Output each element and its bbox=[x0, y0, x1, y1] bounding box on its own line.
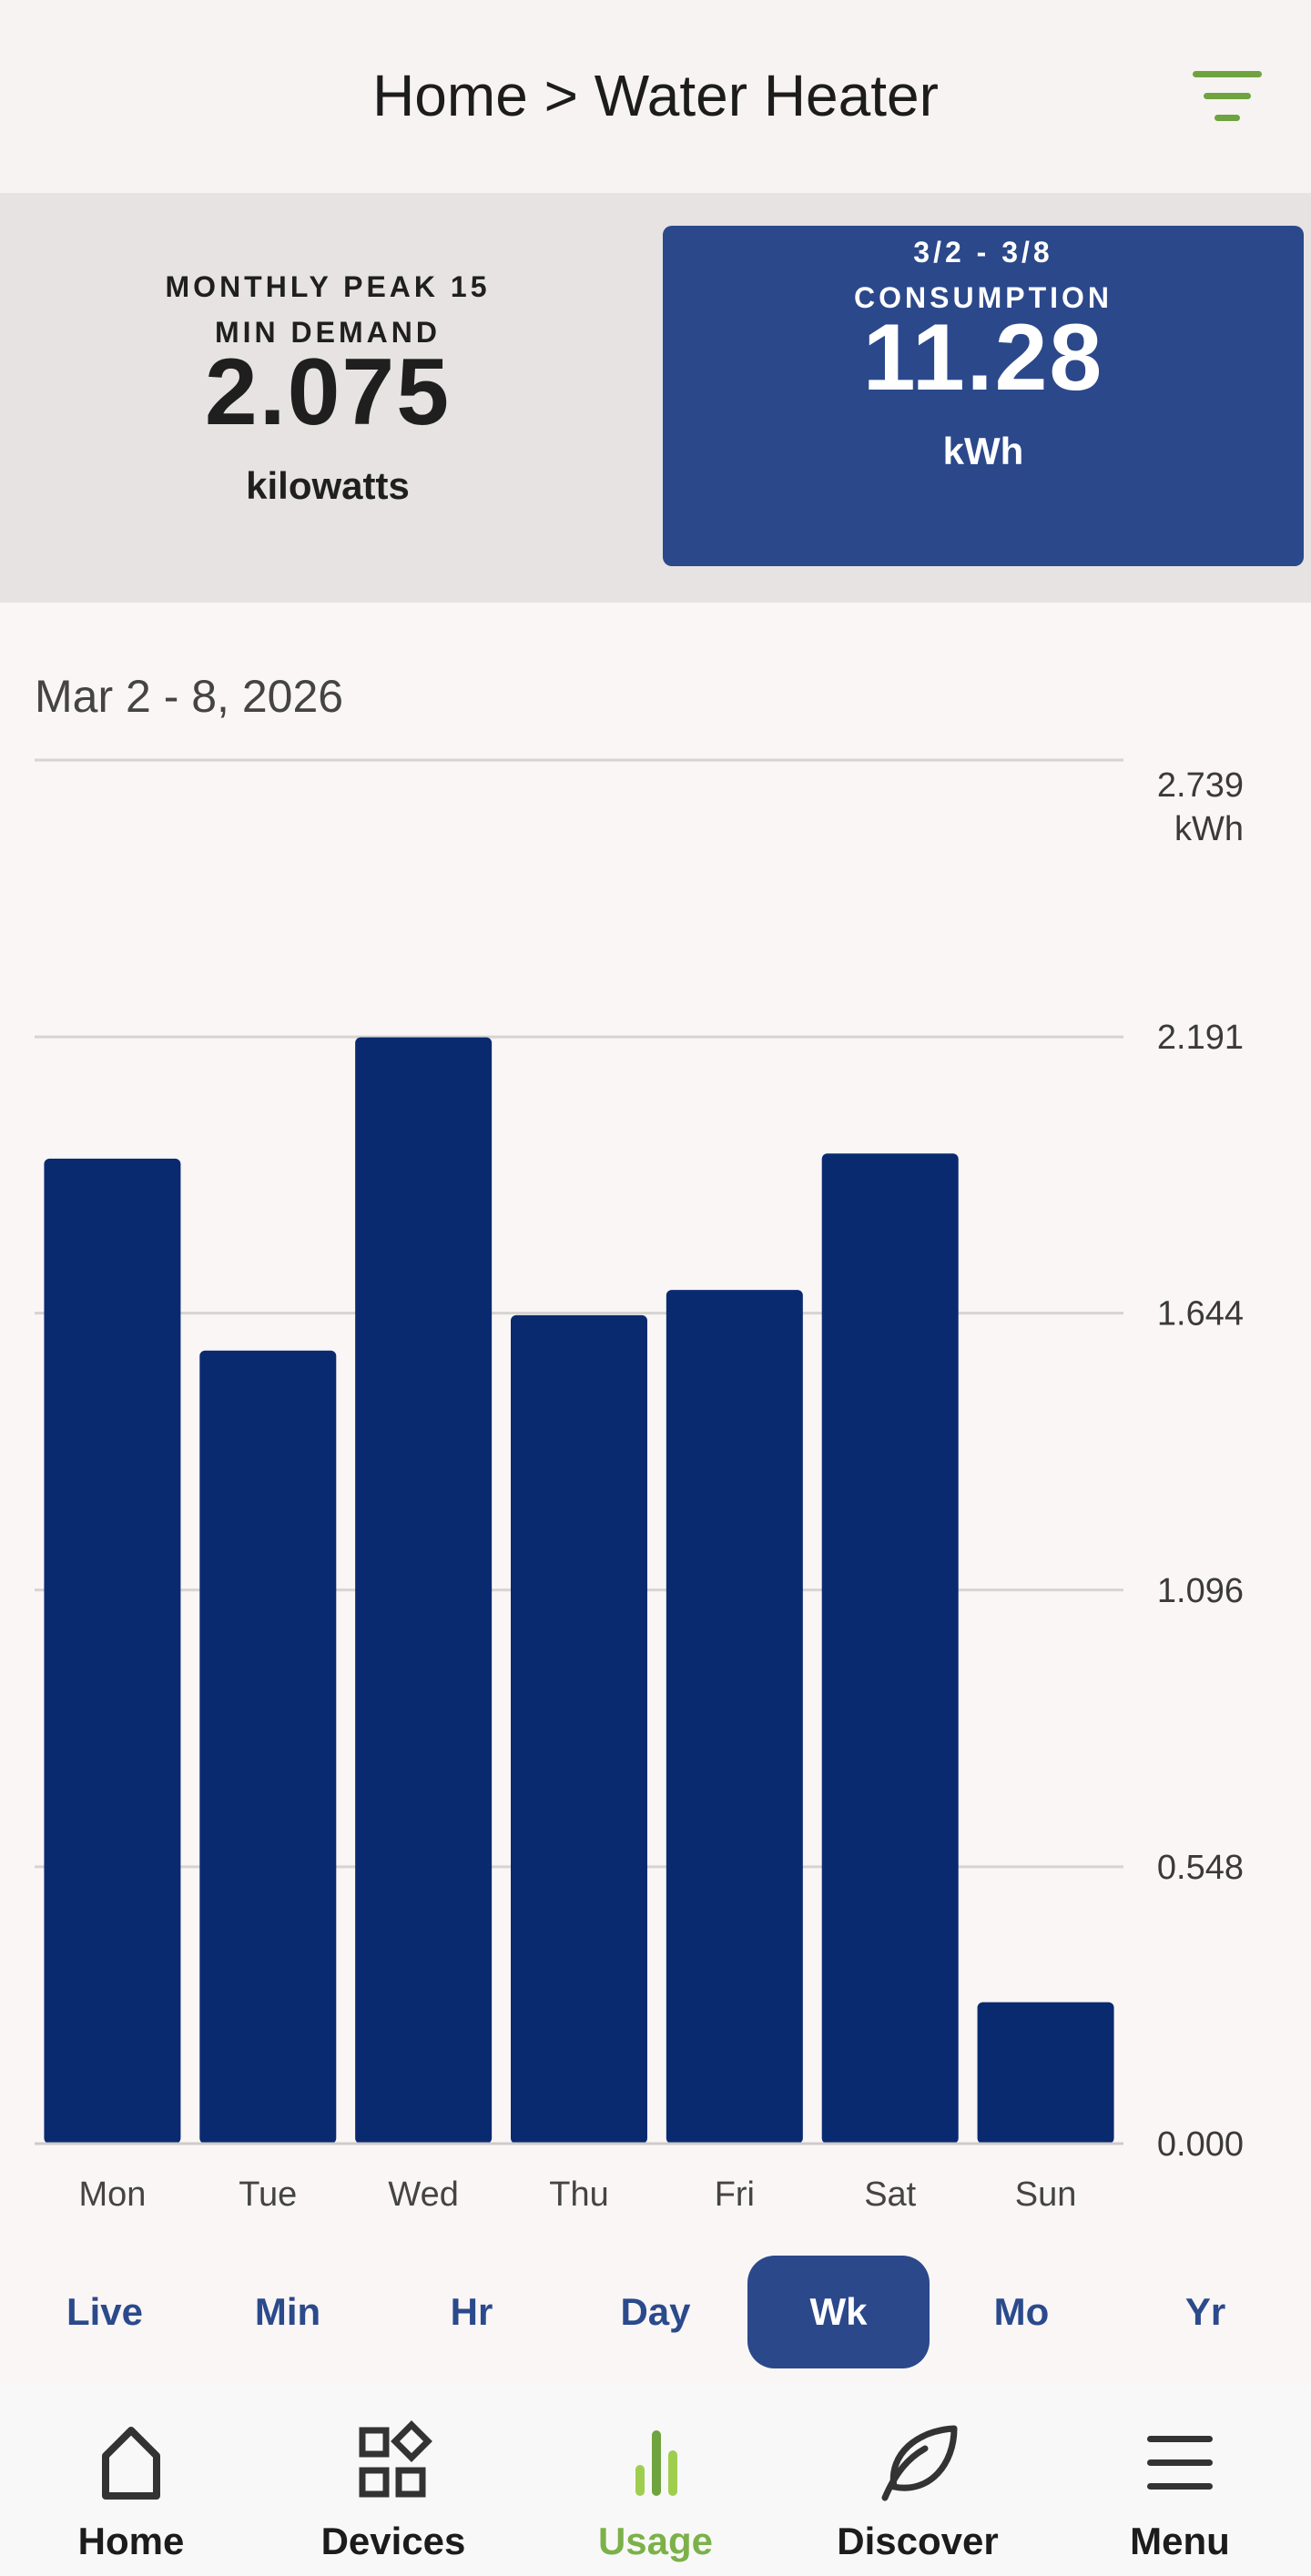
nav-label: Usage bbox=[597, 2520, 714, 2562]
app-header: Home > Water Heater bbox=[0, 0, 1311, 193]
home-icon bbox=[102, 2427, 160, 2500]
range-tab-min[interactable]: Min bbox=[254, 2290, 321, 2333]
consumption-value: 11.28 bbox=[862, 305, 1104, 411]
nav-label: Menu bbox=[1130, 2520, 1230, 2562]
x-category-label: Thu bbox=[549, 2175, 608, 2214]
range-tab-wk[interactable]: Wk bbox=[747, 2256, 930, 2368]
bar-wed[interactable] bbox=[355, 1037, 493, 2144]
x-category-label: Tue bbox=[239, 2175, 297, 2214]
bar-tue[interactable] bbox=[199, 1350, 337, 2144]
x-category-label: Sun bbox=[1015, 2175, 1077, 2214]
usage-bar-chart: 0.000 0.548 1.096 1.644 2.191 2.739 kWh Mon Tue W… bbox=[35, 758, 1244, 2214]
nav-item-menu[interactable]: Menu bbox=[1049, 2385, 1311, 2576]
range-tab-day[interactable]: Day bbox=[620, 2290, 691, 2333]
bar-fri[interactable] bbox=[666, 1290, 803, 2144]
range-tab-hr[interactable]: Hr bbox=[450, 2290, 493, 2333]
range-tab-mo[interactable]: Mo bbox=[993, 2290, 1050, 2333]
date-range-label: Mar 2 - 8, 2026 bbox=[35, 671, 344, 722]
devices-icon bbox=[359, 2420, 432, 2498]
bar-sat[interactable] bbox=[821, 1153, 959, 2144]
x-category-label: Fri bbox=[715, 2175, 755, 2214]
x-category-label: Mon bbox=[78, 2175, 146, 2214]
nav-label: Home bbox=[77, 2520, 185, 2562]
range-tab-live[interactable]: Live bbox=[66, 2290, 144, 2333]
demand-card[interactable]: MONTHLY PEAK 15 MIN DEMAND 2.075 kilowat… bbox=[0, 226, 656, 566]
time-range-tabs: Live Min Hr Day Wk Mo Yr bbox=[0, 2256, 1311, 2368]
consumption-unit: kWh bbox=[942, 430, 1024, 472]
y-unit-label: kWh bbox=[1174, 810, 1244, 848]
nav-item-discover[interactable]: Discover bbox=[787, 2385, 1049, 2576]
stats-panel: MONTHLY PEAK 15 MIN DEMAND 2.075 kilowat… bbox=[0, 193, 1311, 603]
demand-unit: kilowatts bbox=[246, 464, 410, 507]
x-category-label: Wed bbox=[388, 2175, 458, 2214]
usage-icon bbox=[635, 2430, 677, 2496]
page-title: Home > Water Heater bbox=[372, 63, 939, 128]
y-tick-label: 0.000 bbox=[1157, 2125, 1244, 2164]
x-category-label: Sat bbox=[864, 2175, 916, 2214]
consumption-label: 3/2 - 3/8 CONSUMPTION bbox=[854, 236, 1113, 314]
bottom-navigation: Home Devices Usage Discover Menu bbox=[0, 2385, 1311, 2576]
y-tick-label: 0.548 bbox=[1157, 1849, 1244, 1887]
y-tick-label: 1.644 bbox=[1157, 1295, 1244, 1334]
range-tab-yr[interactable]: Yr bbox=[1184, 2290, 1226, 2333]
hamburger-icon bbox=[1147, 2436, 1213, 2490]
nav-label: Discover bbox=[837, 2520, 999, 2562]
bar-mon[interactable] bbox=[44, 1158, 181, 2144]
consumption-card[interactable]: 3/2 - 3/8 CONSUMPTION 11.28 kWh bbox=[663, 226, 1304, 566]
filter-icon[interactable] bbox=[1191, 67, 1264, 126]
nav-label: Devices bbox=[320, 2520, 466, 2562]
nav-item-usage[interactable]: Usage bbox=[524, 2385, 787, 2576]
nav-item-home[interactable]: Home bbox=[0, 2385, 262, 2576]
y-tick-label: 2.739 bbox=[1157, 766, 1244, 805]
y-tick-label: 2.191 bbox=[1157, 1019, 1244, 1057]
demand-value: 2.075 bbox=[204, 340, 452, 445]
leaf-icon bbox=[881, 2425, 958, 2501]
demand-label: MONTHLY PEAK 15 MIN DEMAND bbox=[165, 270, 491, 349]
nav-item-devices[interactable]: Devices bbox=[262, 2385, 524, 2576]
y-tick-label: 1.096 bbox=[1157, 1572, 1244, 1610]
bar-thu[interactable] bbox=[511, 1314, 647, 2144]
bar-sun[interactable] bbox=[977, 2002, 1114, 2144]
